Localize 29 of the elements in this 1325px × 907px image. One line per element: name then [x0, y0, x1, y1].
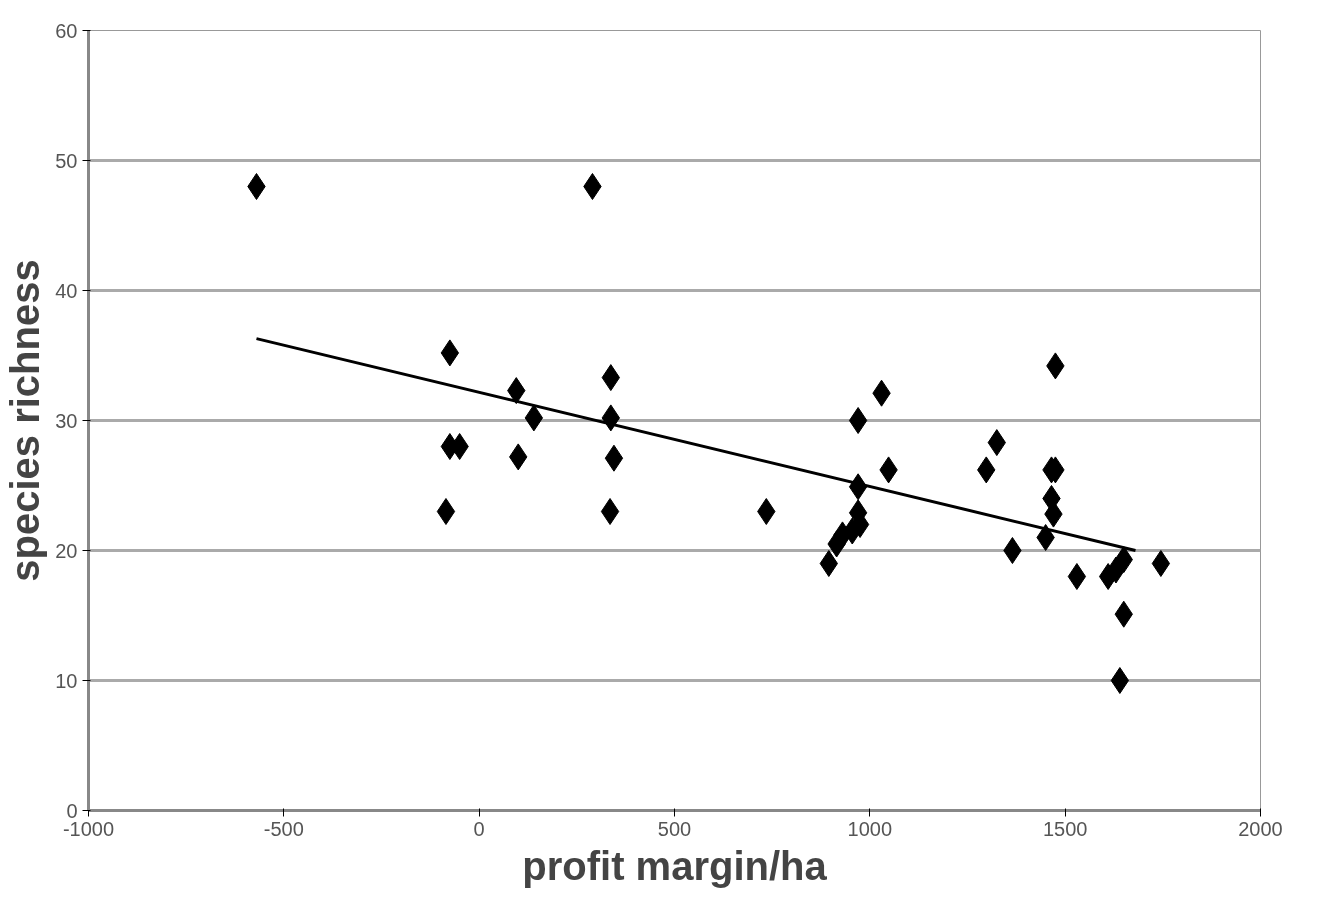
point: [600, 498, 620, 525]
x-tick-label: 2000: [1238, 817, 1283, 840]
point: [604, 444, 624, 472]
y-tick-label: 10: [55, 669, 78, 692]
point: [436, 498, 456, 525]
y-axis-title: species richness: [3, 259, 48, 582]
x-tick-label: -500: [263, 817, 304, 840]
x-tick-label: 1000: [847, 817, 893, 840]
point: [757, 498, 776, 525]
point: [1151, 550, 1171, 577]
x-tick-label: 0: [473, 817, 485, 840]
y-tick-label: 40: [55, 279, 78, 302]
point: [583, 173, 602, 200]
point: [848, 407, 868, 434]
point: [1067, 563, 1087, 590]
point: [1003, 537, 1022, 564]
y-tick-label: 60: [55, 19, 78, 42]
x-tick-label: 500: [657, 817, 692, 840]
point: [1110, 667, 1130, 694]
point: [247, 173, 266, 200]
y-tick-label: 20: [55, 539, 78, 562]
y-tick-label: 30: [55, 409, 78, 432]
point: [524, 404, 544, 432]
x-axis-title: profit margin/ha: [522, 843, 828, 888]
y-tick-label: 50: [55, 149, 78, 172]
point: [1036, 524, 1055, 551]
point: [440, 339, 460, 367]
point: [819, 550, 838, 577]
x-tick-label: 1500: [1042, 817, 1088, 840]
